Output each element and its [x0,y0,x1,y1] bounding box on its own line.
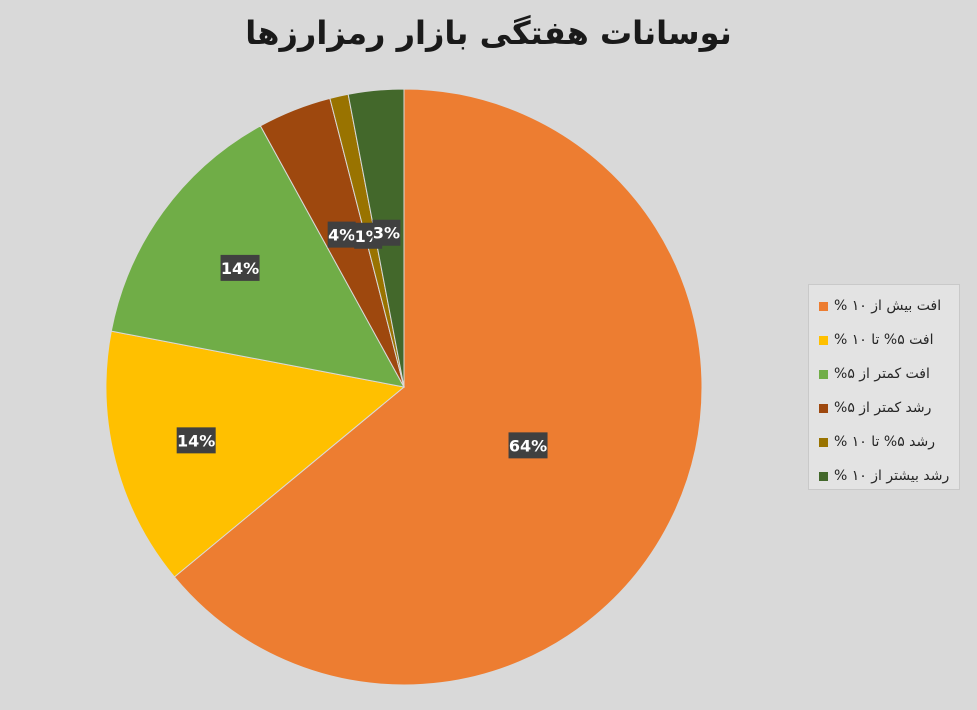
legend-item: افت بیش از ۱۰ % [809,289,959,323]
legend-swatch [819,301,828,311]
legend-label: رشد بیشتر از ۱۰ % [834,468,950,484]
data-label-box [372,219,401,246]
data-label-text: 3% [373,224,400,243]
data-label-box [220,254,260,281]
legend-label: افت کمتر از ۵% [834,366,930,382]
data-label-text: 64% [509,436,547,455]
legend-label: افت بیش از ۱۰ % [834,298,942,314]
pie-slice [105,330,406,578]
data-label-box [327,221,356,248]
legend-swatch [819,369,828,379]
legend-swatch [819,437,828,447]
data-label-text: 14% [221,259,259,278]
legend-swatch [819,335,828,345]
data-label: 4% [327,221,356,248]
data-label: 64% [508,432,548,459]
legend-item: افت ۵% تا ۱۰ % [809,323,959,357]
legend-label: رشد ۵% تا ۱۰ % [834,434,936,450]
pie-slice [173,88,703,686]
legend-item: رشد کمتر از ۵% [809,391,959,425]
legend-label: افت ۵% تا ۱۰ % [834,332,934,348]
legend-swatch [819,403,828,413]
data-label-box [176,427,216,454]
legend-swatch [819,471,828,481]
legend-item: رشد ۵% تا ۱۰ % [809,425,959,459]
data-label-text: 4% [328,226,355,245]
legend-item: افت کمتر از ۵% [809,357,959,391]
data-label: 14% [176,427,216,454]
data-label: 3% [372,219,401,246]
legend-label: رشد کمتر از ۵% [834,400,932,416]
data-label-box [508,432,548,459]
data-label: 14% [220,254,260,281]
legend: افت بیش از ۱۰ % افت ۵% تا ۱۰ % افت کمتر از… [808,284,960,490]
legend-item: رشد بیشتر از ۱۰ % [809,459,959,493]
chart-title: نوسانات هفتگی بازار رمزارزها [245,14,732,52]
data-label-text: 14% [177,431,215,450]
